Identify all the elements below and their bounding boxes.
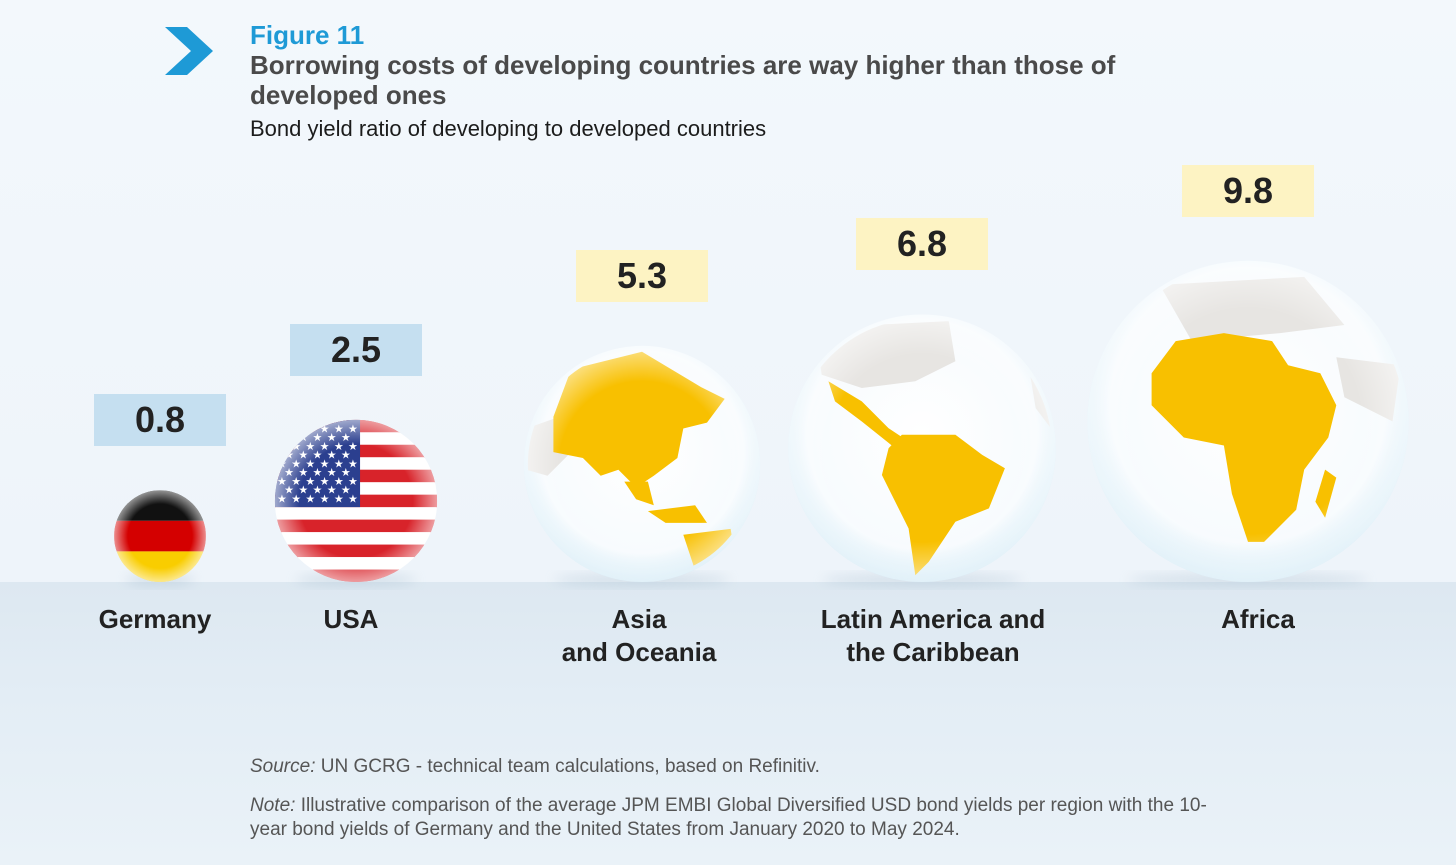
chevron-right-icon xyxy=(165,27,213,75)
category-label: USA xyxy=(323,604,379,634)
svg-text:★: ★ xyxy=(277,440,287,453)
bubble-germany-flag xyxy=(114,490,206,586)
chart-title: Borrowing costs of developing countries … xyxy=(250,50,1116,110)
source-note: Source: UN GCRG - technical team calcula… xyxy=(250,756,820,777)
figure-label: Figure 11 xyxy=(250,20,365,50)
baseline-band xyxy=(0,582,1456,865)
footnote: Note: Illustrative comparison of the ave… xyxy=(250,795,1207,840)
svg-text:★: ★ xyxy=(277,423,287,436)
category-label: Asia and Oceania xyxy=(561,604,717,667)
bubble-asia-oceania-globe xyxy=(523,345,761,586)
category-label: Africa xyxy=(1221,604,1295,634)
bubble-latin-america-globe xyxy=(788,314,1056,586)
bubble-usa-flag: ★★★★★★★★★★★★★★★★★★★★★★★★★★★★★★★★★★★★★★★★… xyxy=(274,419,438,586)
value-label: 6.8 xyxy=(856,218,988,271)
category-label: Germany xyxy=(98,604,212,634)
value-label: 0.8 xyxy=(94,394,226,447)
value-label: 9.8 xyxy=(1182,164,1314,217)
value-label: 2.5 xyxy=(290,323,422,376)
value-label: 5.3 xyxy=(576,249,708,302)
svg-text:★: ★ xyxy=(284,431,294,444)
bubble-africa-globe xyxy=(1087,260,1409,586)
chart-subtitle: Bond yield ratio of developing to develo… xyxy=(250,116,767,141)
svg-text:★: ★ xyxy=(291,423,301,436)
category-label: Latin America and the Caribbean xyxy=(820,604,1046,667)
